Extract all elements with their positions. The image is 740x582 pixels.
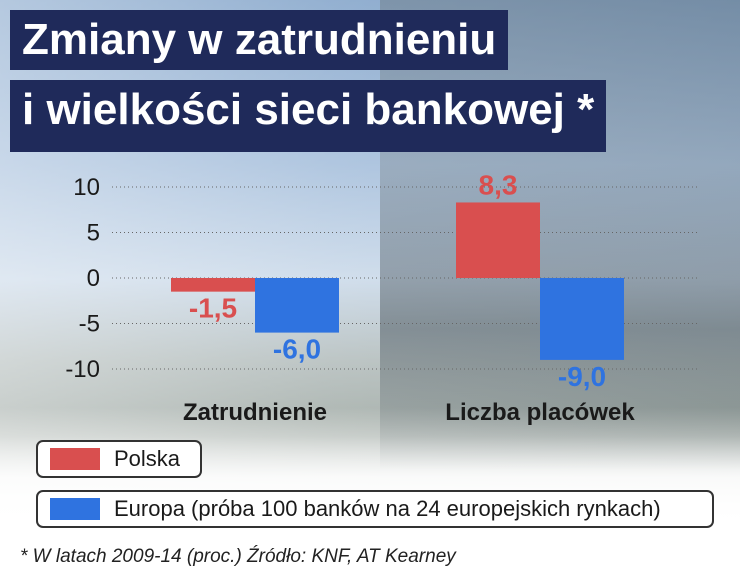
bar-europa-0 <box>255 278 339 333</box>
background-building <box>380 0 740 470</box>
chart-title-line-1: Zmiany w zatrudnieniu <box>10 10 509 70</box>
y-tick-label: 0 <box>87 265 100 292</box>
y-tick-label: -10 <box>65 356 100 383</box>
footnote: * W latach 2009-14 (proc.) Źródło: KNF, … <box>20 546 456 567</box>
legend-swatch-europa <box>50 498 100 520</box>
bar-polska-0 <box>171 278 255 292</box>
y-tick-label: 10 <box>73 174 100 201</box>
bars <box>171 202 624 360</box>
data-label: -6,0 <box>273 334 321 365</box>
x-category-label: Liczba placówek <box>445 399 635 426</box>
y-tick-label: 5 <box>87 220 100 247</box>
x-category-label: Zatrudnienie <box>183 399 327 426</box>
y-tick-label: -5 <box>79 311 100 338</box>
legend-item-europa: Europa (próba 100 banków na 24 europejsk… <box>36 490 714 528</box>
chart-title-line-2: i wielkości sieci bankowej * <box>10 80 607 152</box>
data-label: -1,5 <box>189 293 237 324</box>
bar-chart: 10 5 0 -5 -10 -1,5 -6,0 Zatrudnienie 8,3 -9,0 Licz… <box>65 169 700 426</box>
legend-label-europa: Europa (próba 100 banków na 24 europejsk… <box>114 496 661 521</box>
legend-label-polska: Polska <box>114 446 181 471</box>
bar-polska-1 <box>456 202 540 278</box>
data-label: -9,0 <box>558 361 606 392</box>
legend-swatch-polska <box>50 448 100 470</box>
bar-europa-1 <box>540 278 624 360</box>
data-label: 8,3 <box>479 169 518 200</box>
legend-item-polska: Polska <box>36 440 202 478</box>
labels: 10 5 0 -5 -10 -1,5 -6,0 Zatrudnienie 8,3 -9,0 Licz… <box>65 169 635 426</box>
